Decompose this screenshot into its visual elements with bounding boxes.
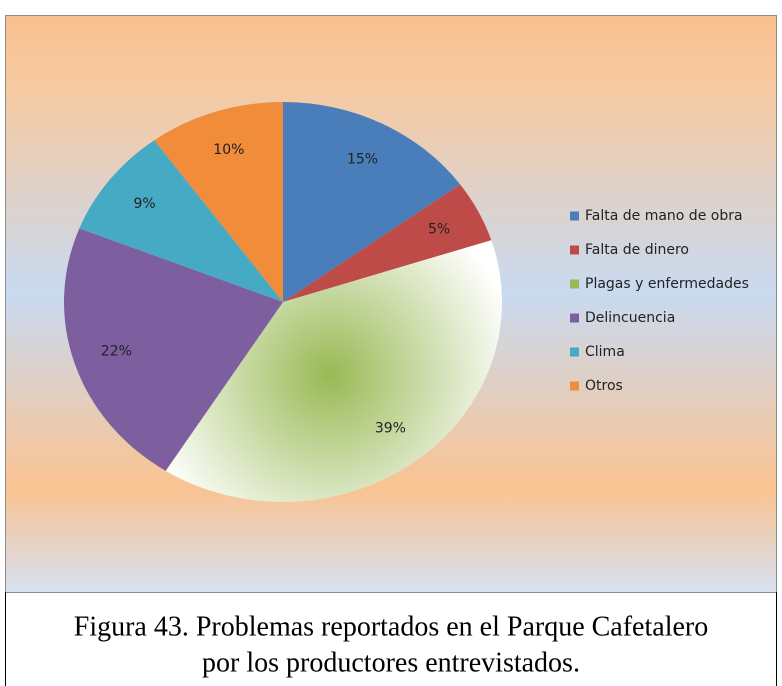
data-label: 9%	[133, 196, 155, 212]
legend-label: Clima	[585, 344, 625, 360]
legend-swatch	[570, 347, 579, 357]
legend-label: Falta de mano de obra	[585, 208, 743, 224]
legend-label: Otros	[585, 378, 623, 394]
pie-slice	[154, 102, 283, 302]
legend-swatch	[570, 381, 579, 391]
data-label: 39%	[375, 420, 406, 436]
pie-slice	[283, 184, 492, 302]
legend-swatch	[570, 211, 579, 221]
legend-swatch	[570, 245, 579, 255]
data-label: 15%	[347, 151, 378, 167]
caption-line: Figura 43. Problemas reportados en el Pa…	[74, 611, 708, 642]
legend-label: Plagas y enfermedades	[585, 276, 749, 292]
caption-line: por los productores entrevistados.	[202, 647, 580, 678]
legend-label: Falta de dinero	[585, 242, 689, 258]
legend-swatch	[570, 313, 579, 323]
pie-slice	[79, 140, 283, 302]
legend-swatch	[570, 279, 579, 289]
data-label: 5%	[428, 221, 450, 237]
caption-frame	[5, 592, 777, 686]
legend-label: Delincuencia	[585, 310, 675, 326]
pie-chart: 15% 5% 39% 22% 9% 10% Falta de mano de obra Fal…	[63, 102, 749, 502]
data-label: 10%	[213, 142, 244, 158]
pie-slice	[63, 228, 283, 471]
pie-slice	[165, 240, 502, 502]
pie-slice	[283, 102, 461, 302]
data-label: 22%	[101, 343, 132, 359]
